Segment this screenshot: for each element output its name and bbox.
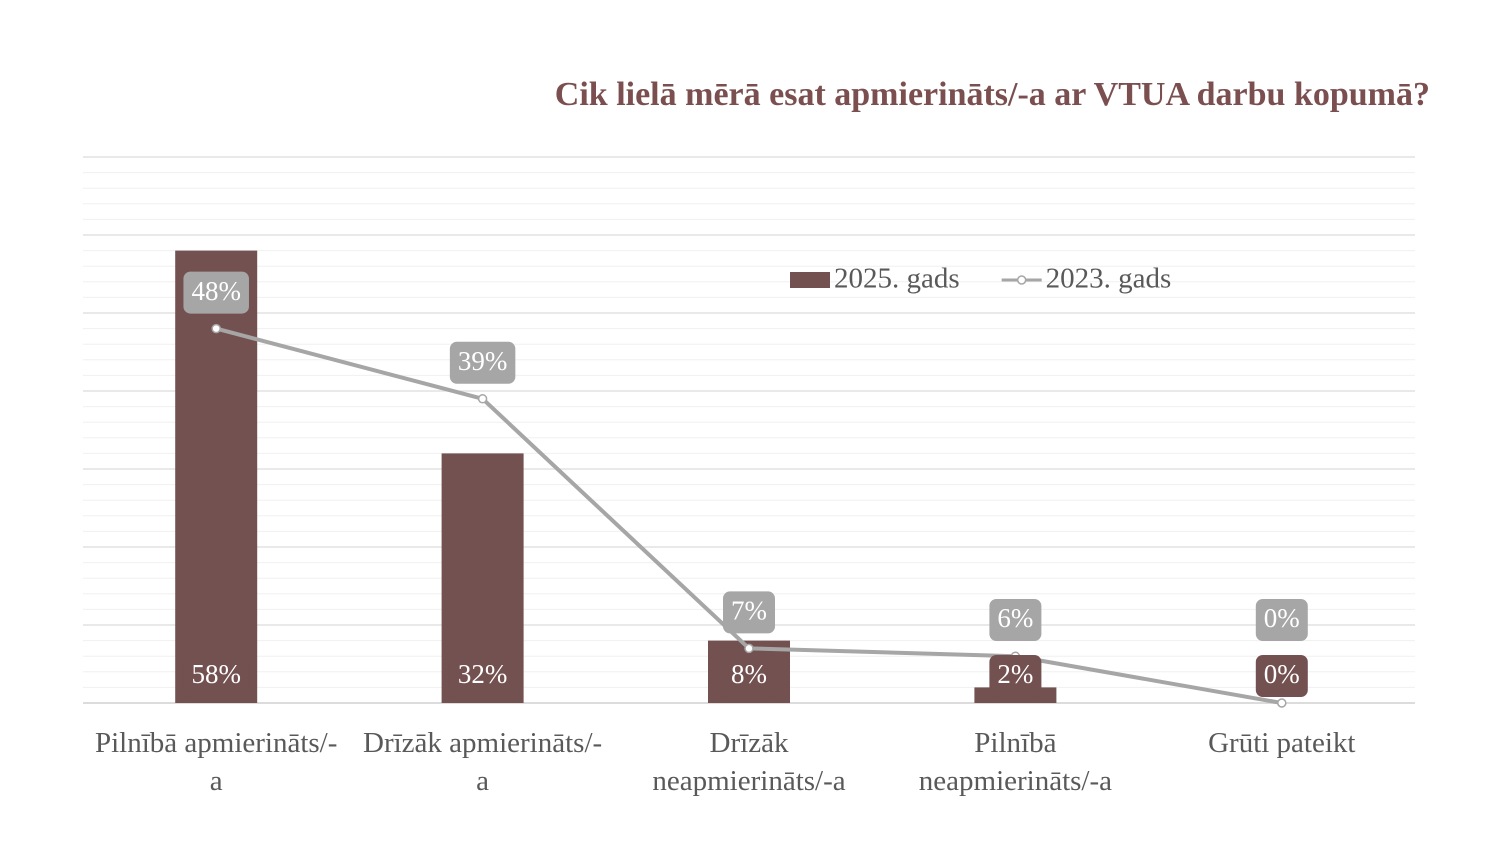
x-tick-label: Pilnībā neapmierināts/-a — [918, 727, 1113, 797]
x-tick-label: Grūti pateikt — [1208, 727, 1356, 759]
data-label-box — [449, 655, 516, 697]
data-label-box — [723, 655, 775, 697]
data-label: 2% — [997, 659, 1033, 689]
data-label: 0% — [1264, 659, 1300, 689]
data-label-box — [449, 341, 516, 384]
data-label: 0% — [1264, 603, 1300, 633]
data-label-box — [1255, 599, 1308, 641]
bar — [175, 250, 258, 703]
x-tick-label: Drīzāk apmierināts/-a — [363, 727, 603, 797]
data-label: 58% — [191, 659, 241, 689]
data-label: 8% — [731, 659, 767, 689]
data-label-box — [723, 591, 775, 634]
x-tick-label: Drīzāk neapmierināts/-a — [652, 727, 846, 797]
line-marker — [211, 323, 221, 334]
line-marker — [1277, 698, 1287, 708]
line-marker — [477, 394, 488, 404]
legend-label: 2023. gads — [1046, 263, 1172, 295]
legend-swatch — [790, 272, 830, 288]
data-label: 39% — [458, 346, 508, 376]
data-label: 32% — [458, 659, 508, 689]
data-label: 6% — [997, 603, 1033, 633]
data-label: 7% — [731, 596, 767, 626]
line-marker — [744, 643, 754, 654]
chart-title: Cik lielā mērā esat apmierināts/-a ar VT… — [555, 76, 1430, 113]
data-label: 48% — [191, 276, 241, 306]
data-label-box — [989, 655, 1042, 697]
x-tick-label: Pilnībā apmierināts/-a — [94, 727, 338, 797]
data-label-box — [989, 599, 1042, 641]
data-label-box — [1255, 655, 1308, 697]
data-label-box — [183, 655, 249, 697]
legend-label: 2025. gads — [834, 263, 960, 295]
data-label-box — [183, 271, 249, 314]
legend-marker — [1016, 275, 1027, 285]
